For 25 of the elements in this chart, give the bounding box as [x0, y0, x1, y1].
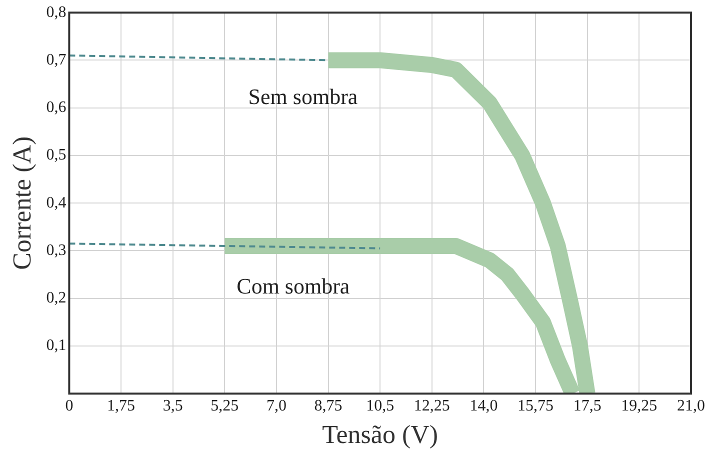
x-tick-label: 21,0 [677, 397, 705, 414]
x-tick-label: 17,5 [573, 397, 602, 414]
y-tick-label: 0,1 [46, 337, 66, 354]
x-tick-label: 8,75 [314, 397, 342, 414]
y-tick-label: 0,4 [46, 194, 66, 212]
x-tick-label: 1,75 [107, 397, 136, 414]
y-tick-label: 0,7 [46, 51, 66, 68]
x-tick-label: 15,75 [518, 397, 554, 414]
x-tick-label: 7,0 [266, 397, 286, 414]
y-tick-label: 0,3 [46, 242, 66, 259]
y-tick-label: 0,6 [46, 99, 66, 116]
x-tick-label: 12,25 [414, 397, 450, 414]
x-tick-label: 14,0 [470, 397, 498, 414]
y-axis-title: Corrente (A) [7, 136, 36, 270]
x-tick-label: 10,5 [366, 397, 394, 414]
x-tick-label: 3,5 [162, 397, 183, 414]
series-label: Sem sombra [248, 84, 358, 110]
x-tick-label: 19,25 [621, 397, 658, 414]
y-tick-label: 0,2 [46, 290, 66, 307]
y-tick-label: 0,8 [46, 4, 66, 21]
x-tick-label: 0 [65, 397, 74, 414]
series-label: Com sombra [236, 274, 350, 299]
y-tick-label: 0,5 [46, 146, 66, 164]
x-tick-label: 5,25 [210, 397, 239, 414]
x-axis-title: Tensão (V) [322, 420, 438, 450]
